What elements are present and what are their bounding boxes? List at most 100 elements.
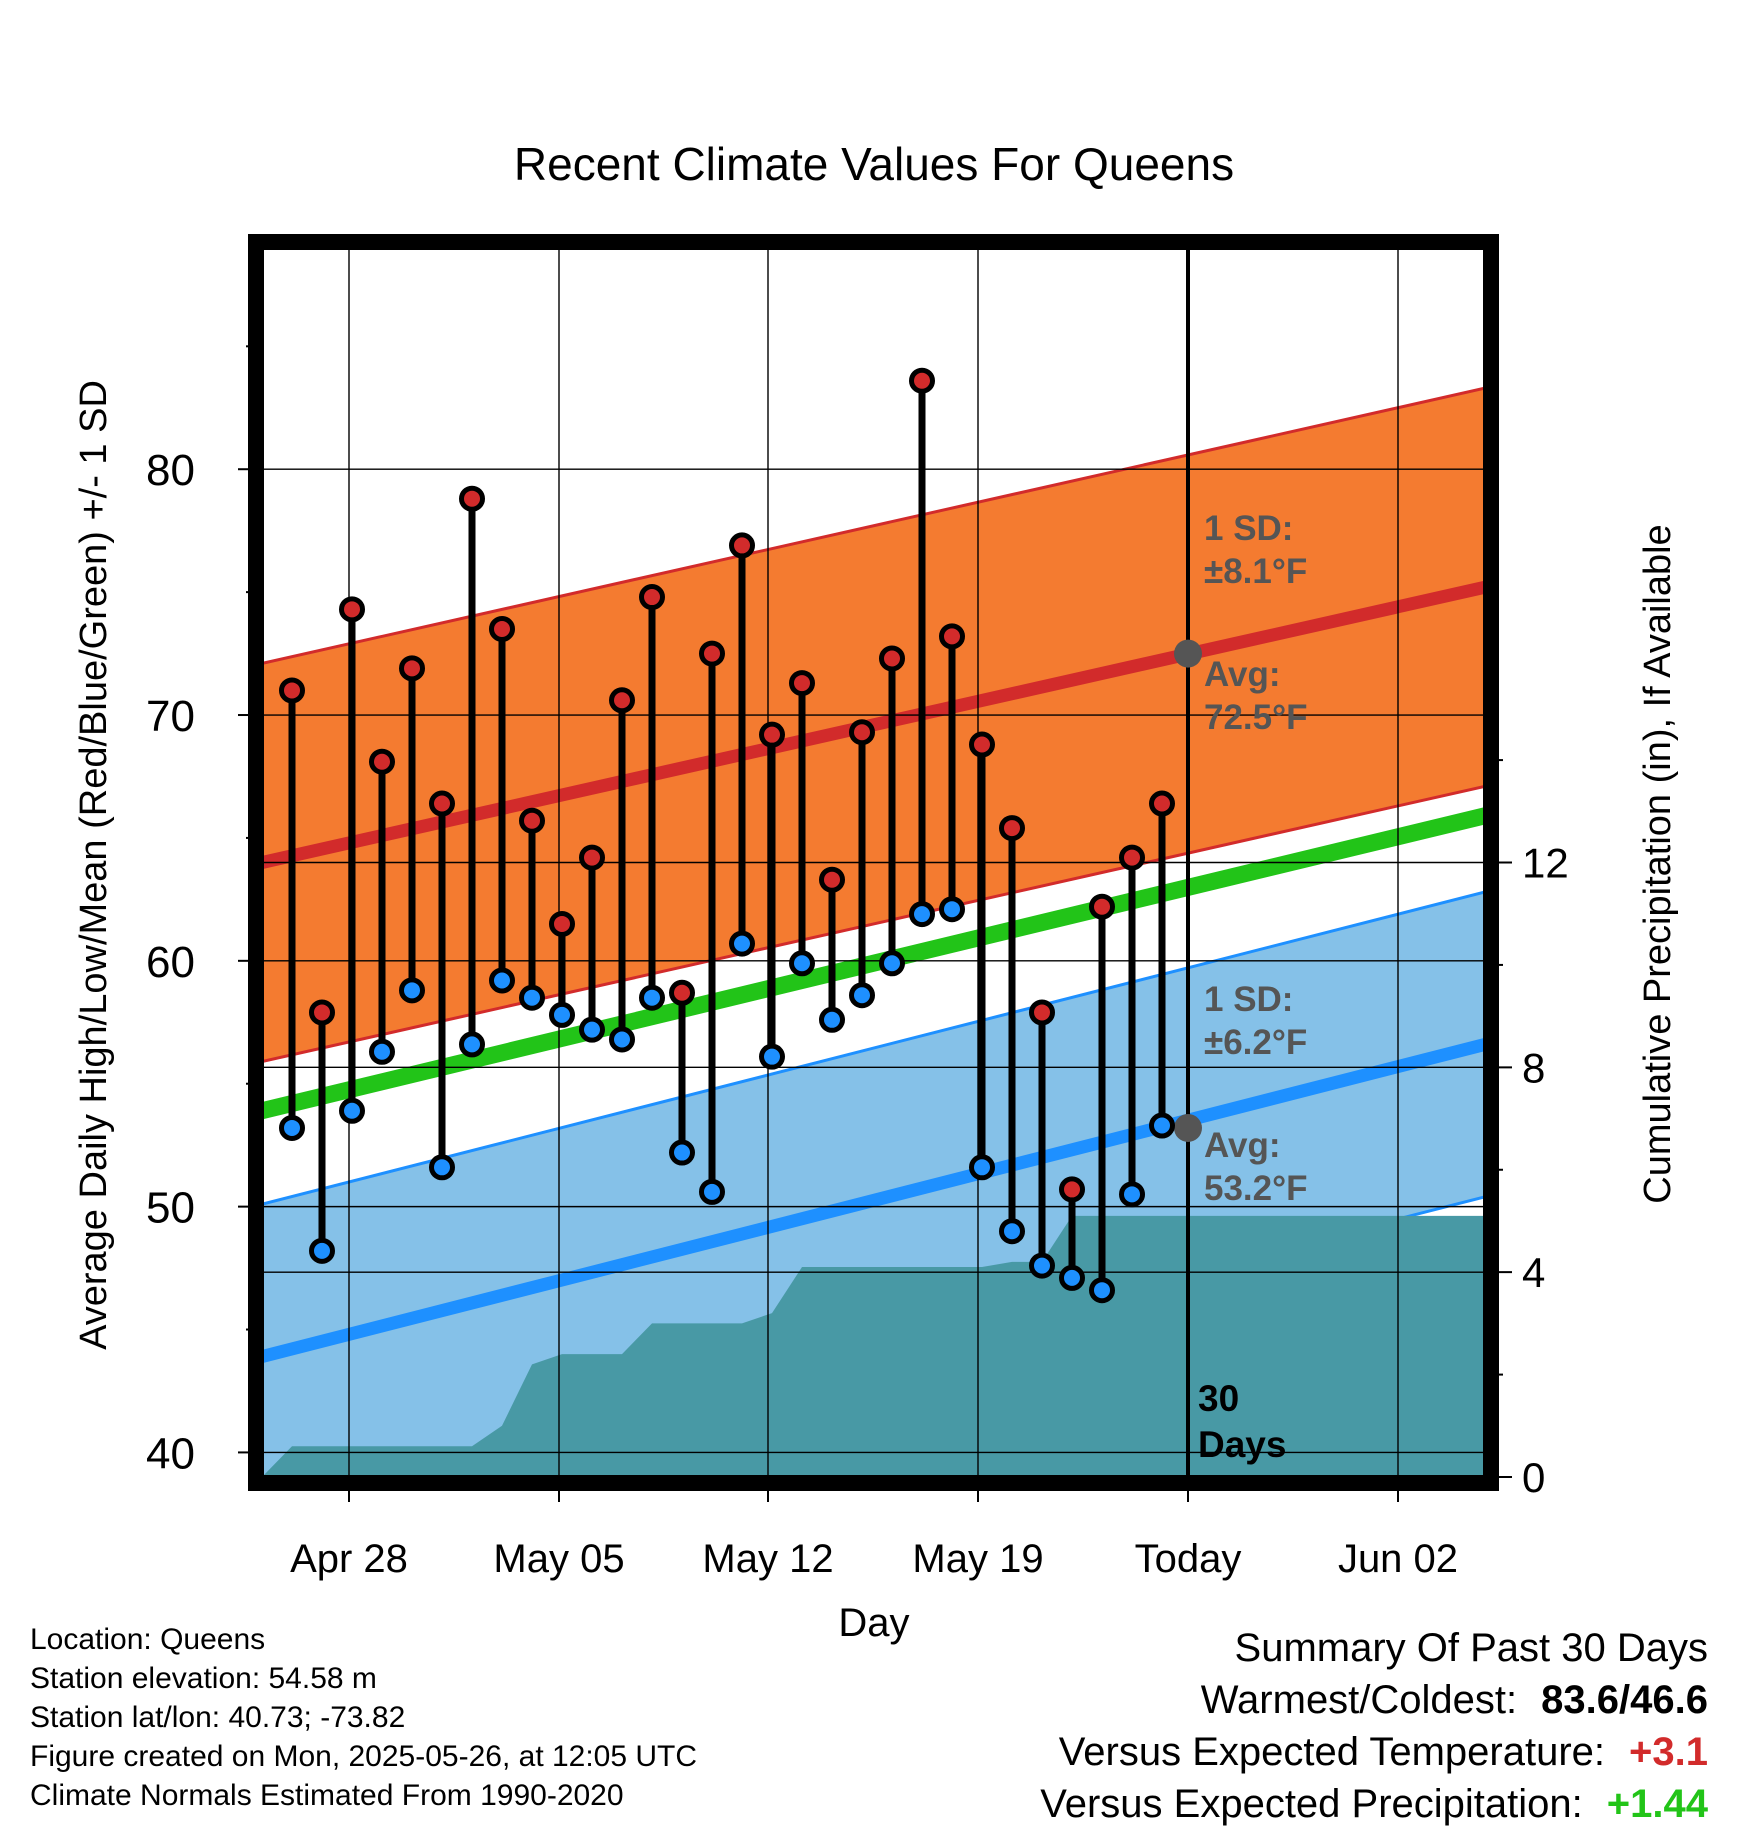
- y-tick-label: 40: [146, 1429, 195, 1478]
- low-point: [459, 1031, 485, 1058]
- high-point: [819, 866, 845, 893]
- x-tick-label: May 19: [912, 1537, 1043, 1581]
- high-point: [579, 844, 605, 871]
- high-avg-annotation: 72.5°F: [1204, 698, 1308, 737]
- station-info: Location: Queens Station elevation: 54.5…: [30, 1620, 697, 1815]
- high-point: [1029, 999, 1055, 1026]
- x-tick-label: Today: [1135, 1537, 1242, 1581]
- y2-tick-label: 8: [1522, 1044, 1545, 1091]
- high-sd-band-upper-edge: [262, 386, 1485, 665]
- low-point: [759, 1043, 785, 1070]
- x-tick-label: May 12: [702, 1537, 833, 1581]
- footer-location: Location: Queens: [30, 1623, 266, 1656]
- high-point: [309, 999, 335, 1026]
- high-point: [729, 532, 755, 559]
- y-tick-label: 80: [146, 446, 195, 495]
- low-point: [309, 1237, 335, 1264]
- high-point: [939, 623, 965, 650]
- high-sd-annotation: 1 SD:: [1204, 509, 1293, 548]
- y-tick-label: 60: [146, 938, 195, 987]
- low-point: [549, 1001, 575, 1028]
- low-sd-band-upper-edge: [262, 890, 1485, 1206]
- y-tick-label: 50: [146, 1184, 195, 1233]
- low-point: [789, 950, 815, 977]
- high-avg-annotation: Avg:: [1204, 655, 1280, 694]
- low-sd-annotation: ±6.2°F: [1204, 1023, 1307, 1062]
- warmest-value: 83.6: [1541, 1678, 1620, 1722]
- plot-area: 1 SD: ±8.1°F Avg: 72.5°F 1 SD: ±6.2°F Avg: 53.2…: [146, 234, 1569, 1581]
- today-days-label: 30: [1198, 1378, 1239, 1419]
- high-point: [549, 910, 575, 937]
- low-avg-annotation: Avg:: [1204, 1126, 1280, 1165]
- summary-warm-cold: Warmest/Coldest: 83.6/46.6: [1040, 1674, 1708, 1726]
- y2-tick-label: 12: [1522, 840, 1569, 887]
- low-point: [1149, 1112, 1175, 1139]
- chart-title: Recent Climate Values For Queens: [514, 138, 1234, 190]
- temp-label: Versus Expected Temperature:: [1058, 1730, 1606, 1774]
- low-point: [669, 1139, 695, 1166]
- high-point: [459, 485, 485, 512]
- warm-cold-label: Warmest/Coldest:: [1200, 1678, 1518, 1722]
- low-sd-annotation: 1 SD:: [1204, 980, 1293, 1019]
- low-avg-marker: [1174, 1113, 1202, 1142]
- high-point: [279, 677, 305, 704]
- precip-value: +1.44: [1606, 1782, 1708, 1826]
- summary-temp: Versus Expected Temperature: +3.1: [1040, 1726, 1708, 1778]
- y-axis-label: Average Daily High/Low/Mean (Red/Blue/Gr…: [73, 380, 115, 1350]
- y2-axis-label: Cumulative Precipitation (in), If Availa…: [1637, 524, 1679, 1203]
- x-tick-label: May 05: [493, 1537, 624, 1581]
- low-point: [729, 930, 755, 957]
- low-point: [969, 1154, 995, 1181]
- high-point: [879, 645, 905, 672]
- low-point: [819, 1006, 845, 1033]
- high-sd-band-lower-edge: [262, 784, 1485, 1064]
- normal-low-line: [262, 1038, 1485, 1363]
- y2-tick-label: 0: [1522, 1454, 1545, 1501]
- high-point: [399, 655, 425, 682]
- normal-mean-line: [262, 807, 1485, 1120]
- footer-created: Figure created on Mon, 2025-05-26, at 12…: [30, 1740, 698, 1773]
- high-point: [909, 367, 935, 394]
- today-days-label: Days: [1198, 1424, 1286, 1465]
- y2-tick-label: 4: [1522, 1249, 1545, 1296]
- low-point: [399, 977, 425, 1004]
- low-point: [699, 1178, 725, 1205]
- temp-value: +3.1: [1629, 1730, 1708, 1774]
- high-point: [669, 979, 695, 1006]
- low-point: [519, 984, 545, 1011]
- high-point: [369, 748, 395, 775]
- low-point: [849, 982, 875, 1009]
- summary-title: Summary Of Past 30 Days: [1234, 1626, 1708, 1670]
- high-point: [759, 721, 785, 748]
- low-point: [579, 1016, 605, 1043]
- precip-area: [262, 1215, 1485, 1477]
- low-point: [609, 1026, 635, 1053]
- high-point: [699, 640, 725, 667]
- high-avg-marker: [1174, 639, 1202, 668]
- low-point: [369, 1038, 395, 1065]
- high-point: [1149, 790, 1175, 817]
- precip-label: Versus Expected Precipitation:: [1040, 1782, 1583, 1826]
- low-point: [279, 1114, 305, 1141]
- low-point: [939, 896, 965, 923]
- low-point: [489, 967, 515, 994]
- footer-normals: Climate Normals Estimated From 1990-2020: [30, 1779, 624, 1812]
- low-point: [1059, 1264, 1085, 1291]
- low-point: [999, 1218, 1025, 1245]
- low-point: [1029, 1252, 1055, 1279]
- high-point: [1059, 1176, 1085, 1203]
- high-point: [789, 670, 815, 697]
- low-point: [1089, 1277, 1115, 1304]
- low-point: [879, 950, 905, 977]
- summary-precip: Versus Expected Precipitation: +1.44: [1040, 1778, 1708, 1830]
- low-point: [1119, 1181, 1145, 1208]
- high-point: [849, 719, 875, 746]
- footer-latlon: Station lat/lon: 40.73; -73.82: [30, 1701, 406, 1734]
- low-point: [339, 1097, 365, 1124]
- high-point: [969, 731, 995, 758]
- high-sd-annotation: ±8.1°F: [1204, 552, 1307, 591]
- low-point: [429, 1154, 455, 1181]
- x-axis-label: Day: [838, 1601, 909, 1645]
- high-point: [999, 815, 1025, 842]
